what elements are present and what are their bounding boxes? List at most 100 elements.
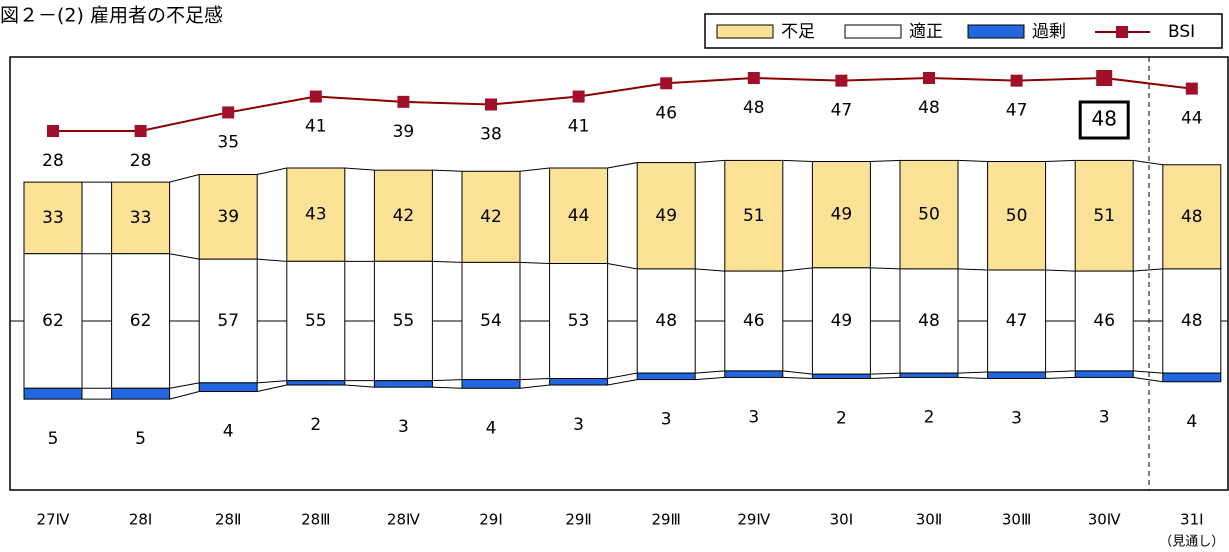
bsi-label: 28 [42, 151, 64, 171]
bsi-label: 38 [480, 125, 502, 145]
value-label: 2 [836, 409, 847, 429]
connector [695, 370, 725, 374]
connector [957, 371, 988, 374]
value-label: 48 [918, 311, 940, 331]
connector [432, 386, 463, 389]
bar-segment [724, 370, 784, 378]
value-label: 51 [743, 206, 765, 226]
value-label: 3 [573, 415, 584, 435]
value-label: 50 [918, 205, 940, 225]
connector [519, 384, 550, 389]
x-tick-label: 28Ⅲ [301, 511, 330, 529]
value-label: 2 [924, 407, 935, 427]
bsi-marker [47, 125, 59, 137]
bsi-label: 41 [568, 117, 590, 137]
bsi-marker [485, 98, 497, 111]
x-tick-label: 29Ⅰ [479, 511, 503, 529]
bar-segment [461, 379, 521, 389]
connector [957, 159, 988, 163]
bar-segment [198, 174, 258, 260]
highlight-box [1078, 100, 1130, 140]
bsi-label: 47 [831, 101, 853, 121]
value-label: 46 [1093, 311, 1115, 331]
legend-swatch [716, 24, 774, 39]
value-label: 4 [486, 418, 497, 438]
bar-segment [724, 159, 784, 272]
x-tick-note: （見通し） [1159, 535, 1224, 550]
connector [870, 372, 901, 375]
value-label: 43 [305, 205, 327, 225]
connector [432, 379, 463, 382]
bsi-marker [835, 74, 848, 87]
x-tick-label: 27Ⅳ [37, 511, 70, 529]
label-bg [388, 310, 419, 332]
connector [870, 159, 901, 163]
legend-label: 適正 [909, 22, 943, 42]
label-bg [476, 310, 506, 332]
x-tick-label: 30Ⅰ [830, 511, 854, 529]
x-tick-label: 30Ⅳ [1088, 511, 1121, 529]
value-label: 33 [42, 208, 64, 228]
x-tick-label: 29Ⅳ [737, 511, 770, 529]
value-label: 53 [568, 311, 590, 331]
label-bg [651, 310, 682, 332]
bsi-label: 28 [130, 151, 152, 171]
bar-segment [373, 169, 433, 262]
value-label: 39 [217, 207, 239, 227]
connector [257, 167, 287, 176]
bar-segment [987, 371, 1047, 380]
plot-frame [9, 56, 1229, 491]
label-bg [738, 310, 769, 332]
x-tick-label: 29Ⅲ [651, 511, 680, 529]
bsi-marker [222, 106, 235, 119]
connector [169, 391, 200, 400]
label-bg [300, 310, 331, 332]
value-label: 2 [310, 415, 321, 435]
bsi-marker [923, 72, 935, 84]
bar-segment [111, 181, 171, 255]
connector [169, 174, 200, 183]
connector [1045, 159, 1076, 163]
connector [607, 372, 638, 379]
connector [695, 376, 725, 381]
x-tick-label: 30Ⅲ [1002, 511, 1031, 529]
value-label: 57 [217, 311, 239, 331]
connector [782, 376, 813, 380]
bsi-marker [572, 90, 585, 103]
x-tick-label: 28Ⅳ [387, 511, 420, 529]
label-bg [563, 310, 594, 332]
value-label: 49 [655, 206, 677, 226]
value-label: 44 [568, 206, 590, 226]
value-label: 51 [1093, 206, 1115, 226]
value-label: 4 [1186, 412, 1197, 432]
connector [870, 267, 901, 270]
value-label: 3 [1011, 409, 1022, 429]
bar-segment [286, 167, 346, 262]
connector [607, 162, 638, 169]
legend-label: 不足 [781, 22, 815, 42]
connector [1045, 376, 1076, 380]
connector [432, 260, 463, 263]
value-label: 5 [48, 429, 59, 449]
label-bg [1001, 310, 1032, 332]
legend-marker [1116, 26, 1128, 38]
bsi-marker [1096, 70, 1113, 86]
connector [957, 268, 988, 271]
bsi-label: 39 [393, 122, 415, 142]
value-label: 50 [1006, 206, 1028, 226]
label-bg [826, 310, 857, 332]
bar-segment [1162, 372, 1222, 383]
value-label: 33 [130, 208, 152, 228]
bar-segment [811, 161, 871, 269]
value-label: 42 [480, 207, 502, 227]
bar-segment [549, 378, 609, 386]
chart-title: 図２－(2) 雇用者の不足感 [0, 5, 223, 27]
x-tick-label: 29Ⅱ [565, 511, 591, 529]
connector [607, 379, 638, 386]
value-label: 62 [42, 311, 64, 331]
connector [1045, 269, 1076, 272]
legend-label: BSI [1168, 22, 1195, 42]
bsi-marker [1185, 82, 1198, 95]
connector [782, 370, 813, 375]
